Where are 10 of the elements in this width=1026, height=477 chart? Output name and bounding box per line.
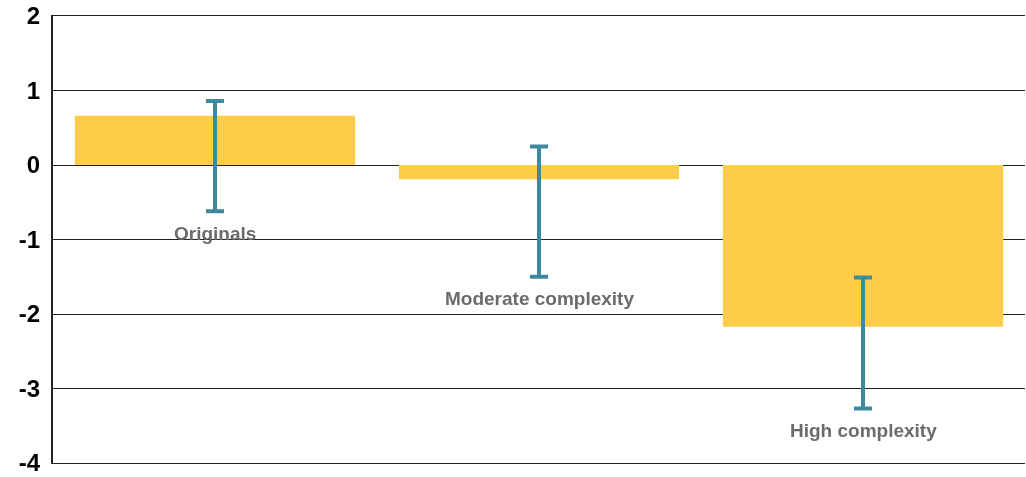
y-tick-label: -1 <box>18 225 41 253</box>
y-tick-label: -3 <box>18 374 41 402</box>
y-tick-label: -2 <box>18 300 41 328</box>
y-tick-label: 0 <box>26 151 41 179</box>
y-tick-label: 2 <box>26 2 41 30</box>
x-tick-label: Moderate complexity <box>445 288 635 309</box>
x-tick-label: High complexity <box>790 420 938 441</box>
y-tick-label: 1 <box>26 76 41 104</box>
x-tick-label: Originals <box>174 223 257 244</box>
y-tick-label: -4 <box>18 449 41 477</box>
